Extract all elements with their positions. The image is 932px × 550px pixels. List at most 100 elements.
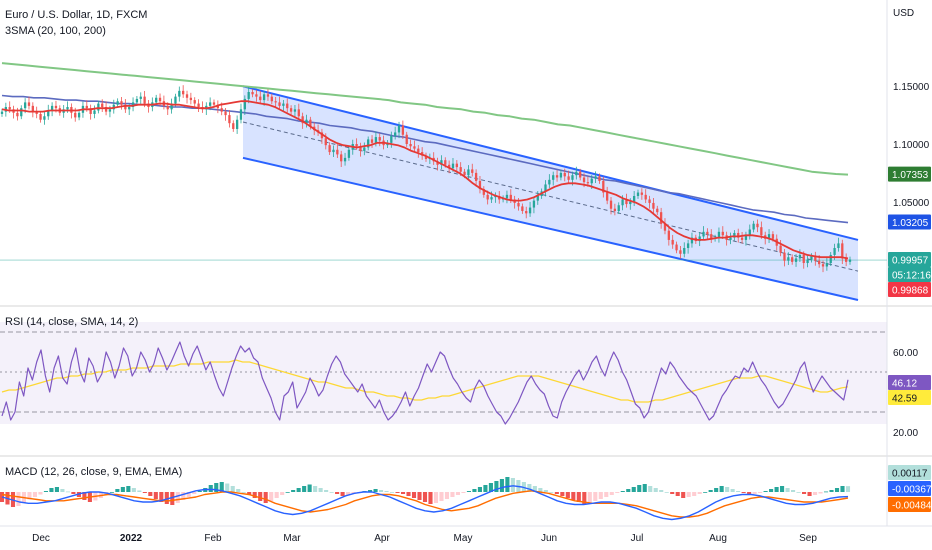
candle-body bbox=[328, 145, 331, 153]
candle-body bbox=[744, 235, 748, 240]
candle-body bbox=[278, 102, 281, 106]
candle-body bbox=[193, 100, 196, 104]
macd-histogram-bar bbox=[780, 486, 785, 492]
candle-body bbox=[760, 227, 763, 236]
macd-histogram-bar bbox=[686, 492, 691, 497]
candle-body bbox=[686, 243, 690, 248]
candle-body bbox=[367, 139, 370, 148]
macd-line bbox=[1, 485, 849, 521]
macd-histogram-bar bbox=[16, 492, 21, 506]
candle-body bbox=[89, 108, 92, 114]
candle-body bbox=[228, 115, 231, 124]
candle-body bbox=[737, 232, 740, 238]
macd-histogram-bar bbox=[258, 492, 263, 501]
channel-mid-line bbox=[242, 121, 859, 272]
candle-body bbox=[274, 101, 277, 103]
macd-histogram-bar bbox=[626, 489, 631, 492]
rsi-tick-label: 20.00 bbox=[893, 428, 918, 439]
macd-histogram-bar bbox=[703, 492, 708, 493]
macd-histogram-bar bbox=[812, 492, 818, 495]
candle-body bbox=[721, 231, 724, 236]
candle-body bbox=[185, 94, 189, 98]
macd-histogram-bar bbox=[582, 492, 587, 504]
candle-body bbox=[837, 243, 840, 248]
candle-body bbox=[74, 112, 77, 118]
candle-body bbox=[667, 230, 670, 240]
macd-histogram-bar bbox=[175, 492, 180, 503]
candle-body bbox=[636, 192, 640, 196]
macd-histogram-bar bbox=[758, 492, 763, 493]
candle-body bbox=[447, 164, 451, 169]
candle-body bbox=[116, 101, 119, 105]
candle-body bbox=[690, 237, 694, 244]
candle-body bbox=[783, 252, 786, 261]
candle-body bbox=[798, 254, 802, 259]
price-badge bbox=[888, 390, 931, 405]
macd-histogram-bar bbox=[708, 490, 713, 492]
candle-body bbox=[409, 144, 412, 147]
macd-histogram-bar bbox=[263, 492, 268, 503]
macd-histogram-bar bbox=[829, 490, 834, 492]
macd-histogram-bar bbox=[142, 492, 147, 493]
candle-body bbox=[756, 223, 759, 228]
candle-body bbox=[93, 110, 96, 114]
candle-body bbox=[821, 264, 825, 267]
candle-body bbox=[390, 135, 393, 143]
macd-histogram-bar bbox=[840, 486, 845, 492]
macd-histogram-bar bbox=[384, 491, 389, 492]
macd-histogram-bar bbox=[219, 482, 224, 492]
candle-body bbox=[20, 108, 23, 117]
macd-histogram-bar bbox=[752, 492, 757, 494]
macd-histogram-bar bbox=[324, 490, 329, 492]
macd-histogram-bar bbox=[620, 491, 625, 492]
candle-body bbox=[189, 97, 193, 101]
candle-body bbox=[85, 105, 88, 109]
currency-label: USD bbox=[893, 8, 914, 19]
candle-body bbox=[370, 139, 374, 143]
candle-body bbox=[806, 259, 809, 264]
candle-body bbox=[609, 200, 613, 209]
candle-body bbox=[505, 194, 509, 199]
candle-body bbox=[829, 254, 832, 264]
candle-body bbox=[170, 103, 173, 110]
macd-histogram-bar bbox=[340, 492, 345, 496]
macd-histogram-bar bbox=[115, 489, 120, 492]
macd-histogram-bar bbox=[159, 492, 164, 502]
candle-body bbox=[332, 149, 335, 153]
macd-histogram-bar bbox=[714, 488, 719, 492]
macd-histogram-bar bbox=[747, 492, 752, 495]
price-badge bbox=[888, 465, 931, 480]
macd-histogram-bar bbox=[214, 483, 219, 492]
macd-histogram-bar bbox=[565, 492, 570, 498]
macd-histogram-bar bbox=[197, 491, 202, 492]
time-tick-label: Aug bbox=[709, 533, 727, 544]
candle-body bbox=[239, 109, 243, 120]
time-tick-label: Jul bbox=[631, 533, 644, 544]
candle-body bbox=[771, 234, 775, 239]
candle-body bbox=[155, 97, 158, 103]
macd-pane bbox=[0, 477, 851, 521]
macd-histogram-bar bbox=[532, 486, 537, 492]
candle-body bbox=[208, 102, 212, 106]
candle-body bbox=[440, 160, 443, 165]
price-badges: 1.07353 1.03205 0.99957 05:12:16 0.99868 46.1… bbox=[888, 166, 932, 512]
main-pane bbox=[0, 62, 887, 301]
time-tick-label: Dec bbox=[32, 533, 50, 544]
time-tick-label: Sep bbox=[799, 533, 817, 544]
candle-body bbox=[401, 125, 405, 135]
price-badge bbox=[888, 214, 931, 230]
macd-histogram-bar bbox=[60, 489, 65, 492]
candle-body bbox=[124, 104, 127, 110]
macd-histogram-bar bbox=[675, 492, 680, 496]
macd-histogram-bar bbox=[368, 490, 373, 492]
candle-body bbox=[632, 196, 636, 202]
time-tick-label: 2022 bbox=[120, 533, 143, 544]
candle-body bbox=[424, 155, 428, 160]
macd-histogram-bar bbox=[164, 492, 169, 504]
candle-body bbox=[131, 102, 135, 108]
price-badge-label: 05:12:16 bbox=[892, 271, 931, 282]
macd-histogram-bar bbox=[472, 489, 477, 492]
candle-body bbox=[794, 258, 798, 262]
macd-histogram-bar bbox=[318, 488, 323, 492]
